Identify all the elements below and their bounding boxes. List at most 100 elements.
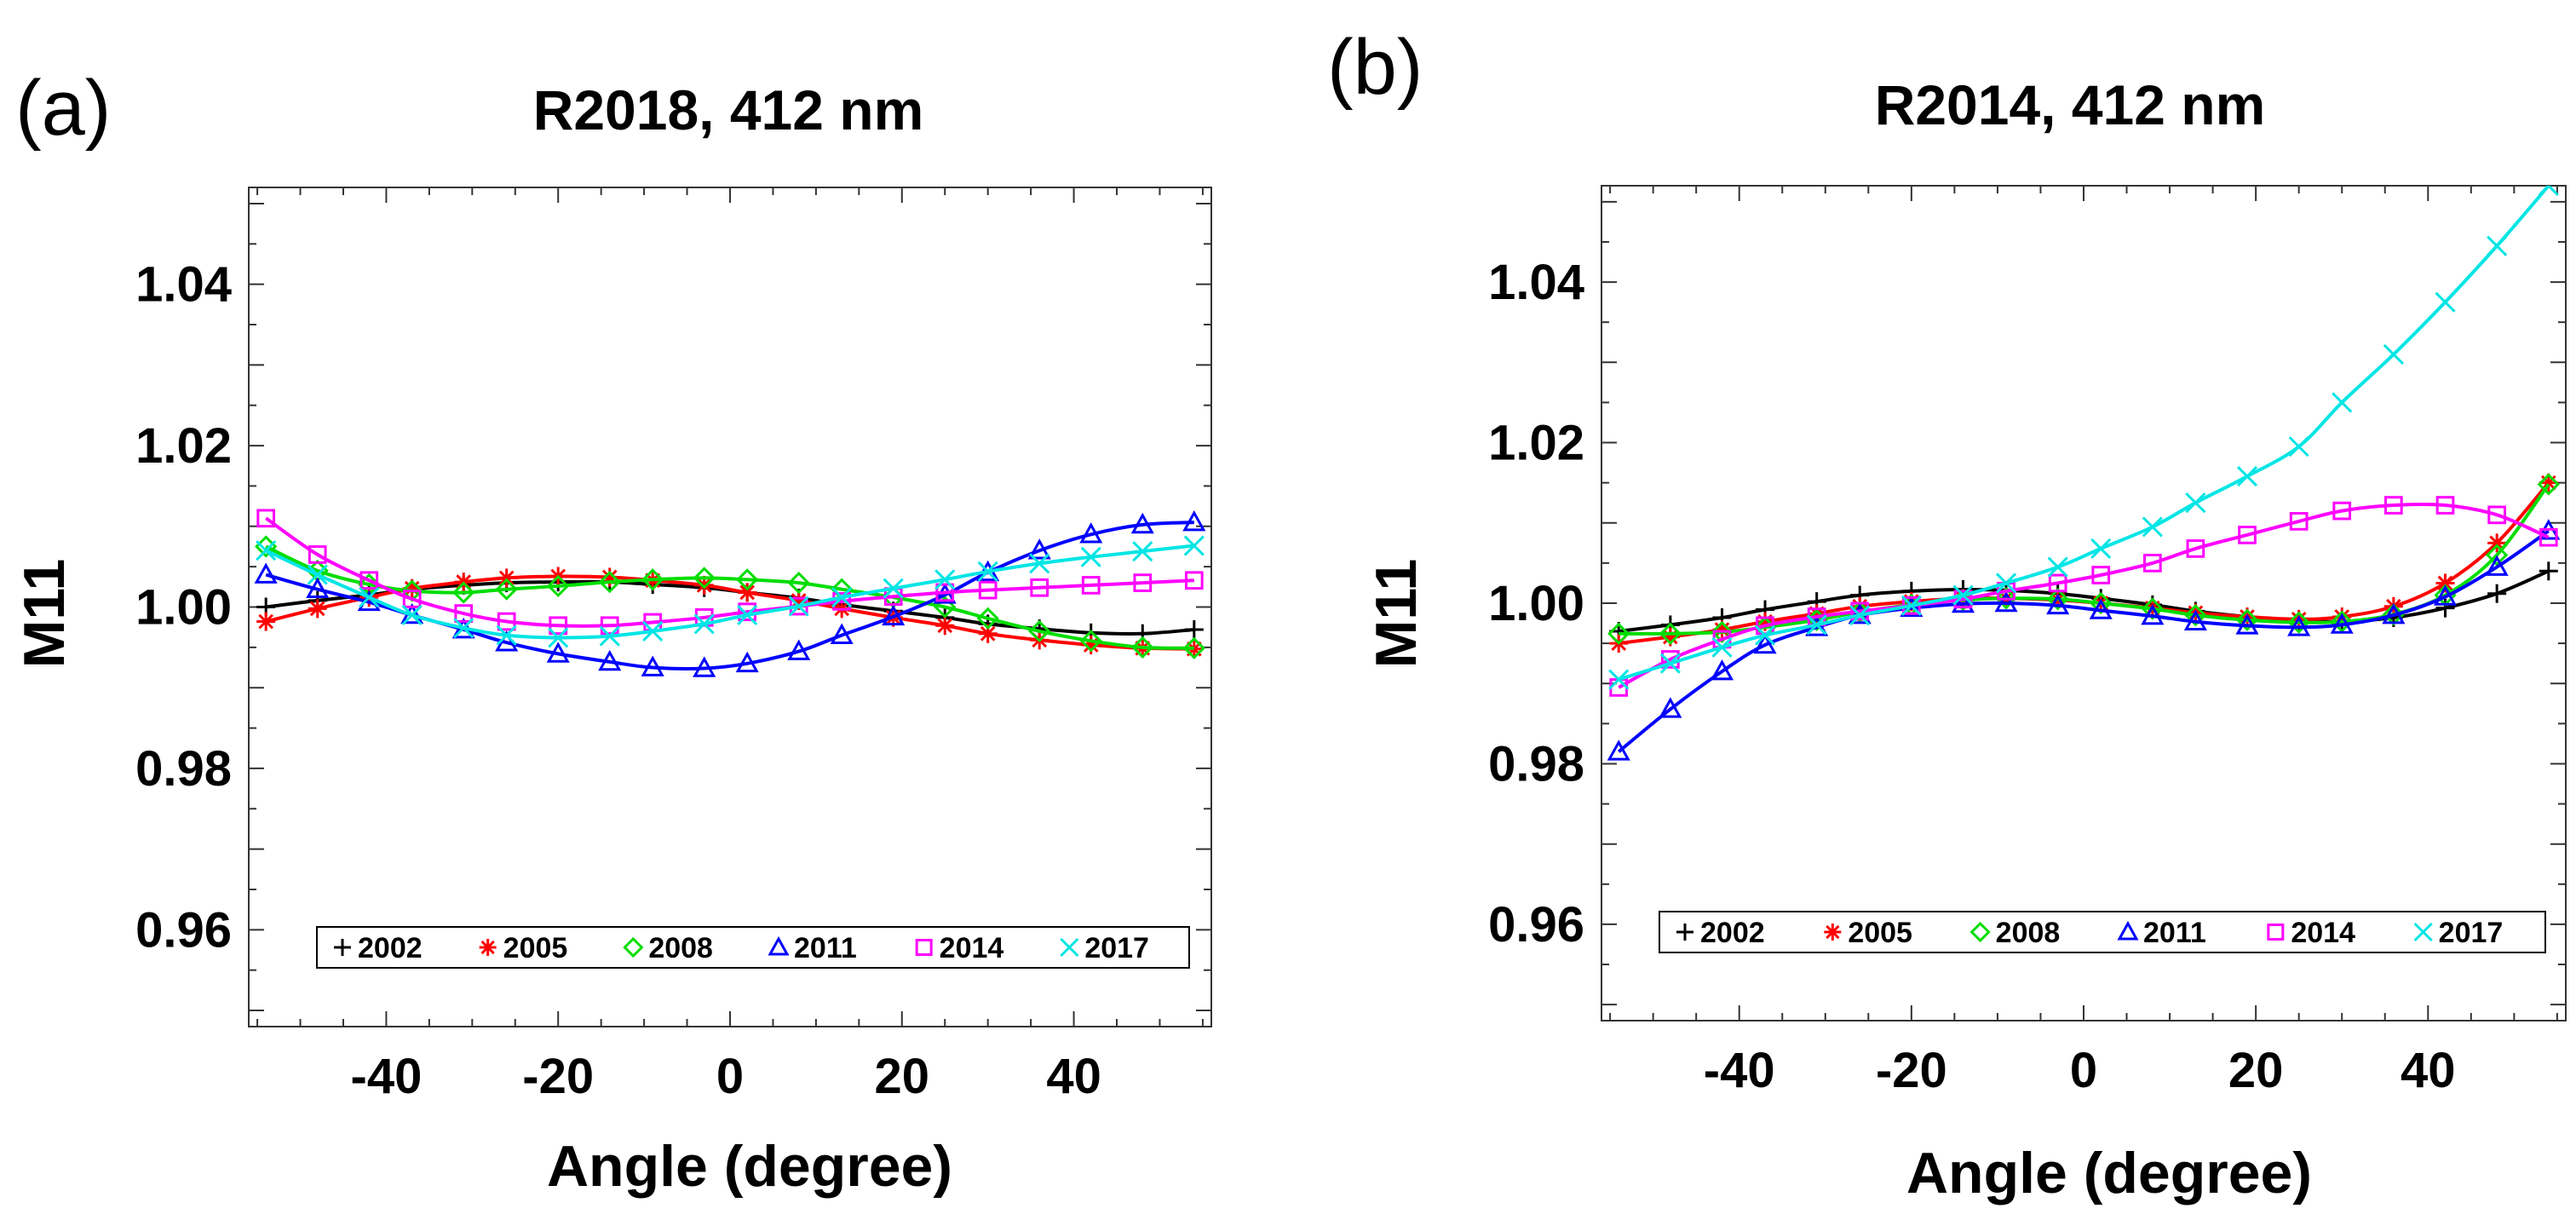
data-point-2017 xyxy=(599,625,620,647)
data-point-2014 xyxy=(935,583,955,602)
y-tick-label: 1.00 xyxy=(135,580,232,636)
data-point-2014 xyxy=(1133,573,1153,592)
data-point-2002 xyxy=(2435,598,2455,618)
data-point-2017 xyxy=(1711,636,1733,658)
data-point-2014 xyxy=(832,592,852,611)
data-point-2014 xyxy=(2539,527,2558,547)
data-point-2014 xyxy=(308,545,327,564)
data-point-2014 xyxy=(2143,554,2162,573)
data-point-2011 xyxy=(1710,659,1734,681)
x-tick-label: 40 xyxy=(2401,1043,2456,1098)
y-tick-label: 1.04 xyxy=(135,257,232,313)
data-point-2014 xyxy=(978,580,998,600)
y-tick-label: 1.00 xyxy=(1488,576,1584,631)
data-point-2011 xyxy=(1607,739,1630,761)
data-point-2011 xyxy=(1130,512,1154,534)
data-point-2008 xyxy=(736,568,759,591)
data-point-2017 xyxy=(1995,573,2017,594)
data-point-2011 xyxy=(830,623,854,644)
data-point-2011 xyxy=(598,649,622,671)
data-point-2008 xyxy=(1028,619,1051,643)
x-tick-label: 20 xyxy=(875,1049,930,1104)
data-point-2014 xyxy=(600,616,619,636)
data-point-2014 xyxy=(2048,573,2067,593)
data-point-2008 xyxy=(2287,611,2310,634)
y-axis-label-b: M11 xyxy=(1364,559,1429,669)
data-point-2008 xyxy=(1711,620,1734,644)
x-axis-label-b: Angle (degree) xyxy=(1906,1141,2312,1206)
data-point-2008 xyxy=(452,581,475,604)
data-point-2017 xyxy=(1183,535,1205,556)
data-point-2014 xyxy=(1184,571,1204,590)
data-point-2005 xyxy=(308,599,327,619)
data-point-2008 xyxy=(2537,473,2560,496)
data-point-2017 xyxy=(1900,595,1922,616)
data-point-2008 xyxy=(2331,610,2354,633)
data-point-2014 xyxy=(454,604,474,623)
data-point-2017 xyxy=(2383,343,2404,365)
y-tick-label: 1.02 xyxy=(1488,416,1584,471)
data-point-2002 xyxy=(2539,561,2558,581)
data-point-2011 xyxy=(2330,613,2354,634)
y-tick-label: 0.96 xyxy=(1488,897,1584,952)
legend: 2002 2005 2008 2011 2014 2017 xyxy=(316,926,1190,969)
data-point-2008 xyxy=(1994,587,2018,610)
data-point-2017 xyxy=(2332,392,2353,413)
series-line-2014 xyxy=(265,516,1194,628)
data-point-2011 xyxy=(882,604,906,626)
legend-marker-2002 xyxy=(334,939,351,956)
data-point-2014 xyxy=(497,612,516,631)
data-point-2017 xyxy=(1754,624,1776,646)
legend-entry-2011: 2011 xyxy=(2143,917,2206,949)
legend-marker-2008 xyxy=(623,936,644,958)
y-axis-label-a: M11 xyxy=(12,559,77,669)
y-tick-label: 1.02 xyxy=(135,418,232,474)
data-point-2014 xyxy=(2091,566,2111,584)
data-point-2008 xyxy=(1079,630,1102,653)
data-point-2011 xyxy=(2382,603,2406,624)
data-point-2017 xyxy=(693,613,715,635)
data-point-2008 xyxy=(641,568,664,591)
data-point-2008 xyxy=(934,596,957,619)
legend-entry-2008: 2008 xyxy=(648,932,713,964)
x-tick-label: -40 xyxy=(351,1049,423,1104)
data-point-2014 xyxy=(1081,576,1101,595)
data-point-2017 xyxy=(2047,556,2068,578)
data-point-2017 xyxy=(788,596,809,617)
data-point-2017 xyxy=(1608,669,1630,690)
data-point-2005 xyxy=(497,568,516,588)
data-point-2005 xyxy=(694,575,714,595)
legend-entry-2002: 2002 xyxy=(358,932,423,964)
data-point-2014 xyxy=(2186,539,2205,558)
data-point-2011 xyxy=(1659,697,1682,718)
data-point-2005 xyxy=(935,616,955,636)
data-point-2017 xyxy=(1806,614,1827,636)
data-point-2014 xyxy=(1850,601,1870,621)
data-point-2008 xyxy=(693,567,716,590)
y-tick-label: 0.98 xyxy=(1488,736,1584,791)
data-point-2008 xyxy=(1182,636,1205,659)
data-point-2008 xyxy=(2486,544,2509,567)
data-point-2017 xyxy=(2090,538,2112,559)
series-line-2011 xyxy=(1617,529,2550,753)
data-point-2017 xyxy=(548,627,569,648)
legend-entry-2014: 2014 xyxy=(940,932,1004,964)
data-point-2017 xyxy=(1659,653,1681,674)
data-point-2017 xyxy=(2288,436,2309,458)
x-tick-label: 0 xyxy=(2070,1043,2097,1098)
legend-entry-2005: 2005 xyxy=(503,932,568,964)
data-point-2014 xyxy=(1030,578,1049,597)
data-point-2014 xyxy=(2332,501,2352,521)
data-point-2008 xyxy=(1659,622,1682,645)
data-point-2011 xyxy=(2141,603,2165,625)
legend-marker-2014 xyxy=(2267,924,2285,941)
x-tick-label: -20 xyxy=(522,1049,594,1104)
data-point-2011 xyxy=(546,642,570,663)
data-point-2017 xyxy=(1952,584,1974,606)
data-point-2011 xyxy=(787,639,811,660)
data-point-2011 xyxy=(2046,593,2070,615)
data-point-2008 xyxy=(2090,591,2113,615)
data-point-2017 xyxy=(256,540,277,561)
data-point-2011 xyxy=(1951,591,1975,613)
